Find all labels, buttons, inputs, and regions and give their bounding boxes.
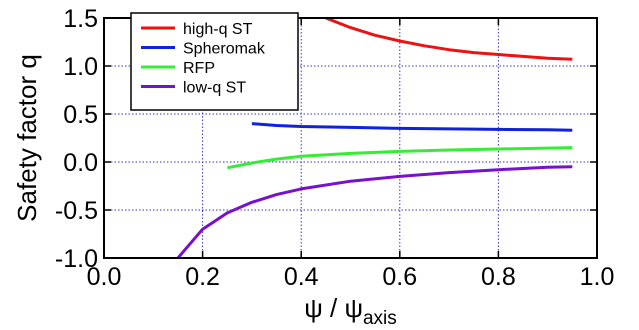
series-lines xyxy=(176,18,573,258)
y-tick-label: 1.5 xyxy=(63,5,98,33)
series-line-high-q-st xyxy=(325,18,573,61)
x-tick-label: 0.8 xyxy=(481,263,516,291)
series-line-rfp xyxy=(227,146,573,170)
series-line-low-q-st xyxy=(176,165,573,258)
x-axis-separator: / xyxy=(323,293,345,323)
x-axis-symbol: ψ xyxy=(304,293,323,323)
series-line-spheromak xyxy=(251,122,573,132)
legend-label: low-q ST xyxy=(183,80,246,97)
plot-frame xyxy=(103,17,598,259)
x-axis-base: ψ xyxy=(344,293,363,323)
x-tick-label: 0.4 xyxy=(284,263,319,291)
x-axis-title: ψ / ψaxis xyxy=(304,293,397,329)
legend: high-q ST Spheromak RFP low-q ST xyxy=(130,12,299,111)
y-tick-label: -1.0 xyxy=(55,245,98,273)
y-tick-label: -0.5 xyxy=(55,197,98,225)
y-tick-label: 0.0 xyxy=(63,149,98,177)
legend-label: Spheromak xyxy=(183,41,266,58)
y-tick-label: 0.5 xyxy=(63,101,98,129)
x-tick-label: 0.0 xyxy=(87,263,122,291)
y-axis-title: Safety factor q xyxy=(12,54,42,222)
grid xyxy=(104,18,597,258)
y-tick-label: 1.0 xyxy=(63,53,98,81)
legend-label: RFP xyxy=(183,60,215,77)
axis-ticks: 0.0 0.2 0.4 0.6 0.8 1.0 -1.0 -0.5 0.0 0.5 1.0 1.5 xyxy=(55,5,614,291)
x-axis-subscript: axis xyxy=(363,308,397,329)
x-tick-label: 1.0 xyxy=(580,263,615,291)
x-tick-label: 0.2 xyxy=(185,263,220,291)
legend-label: high-q ST xyxy=(183,21,253,38)
x-tick-label: 0.6 xyxy=(382,263,417,291)
